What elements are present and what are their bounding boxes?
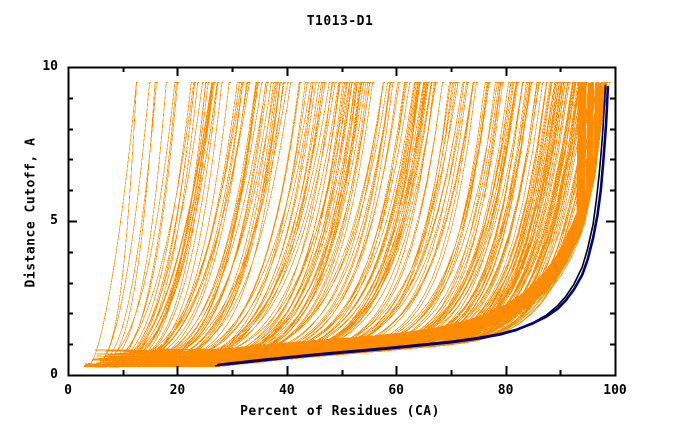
plot-curves — [84, 82, 611, 368]
x-axis-label: Percent of Residues (CA) — [240, 404, 440, 419]
x-tick-label: 0 — [64, 383, 72, 398]
x-tick-label: 60 — [388, 383, 405, 398]
y-tick-label: 5 — [50, 213, 58, 228]
x-tick-label: 80 — [497, 383, 514, 398]
x-tick-label: 40 — [278, 383, 295, 398]
y-axis-label: Distance Cutoff, A — [23, 137, 39, 288]
y-tick-label: 0 — [50, 367, 58, 382]
y-tick-label: 10 — [42, 59, 58, 74]
x-tick-label: 20 — [169, 383, 186, 398]
chart-title: T1013-D1 — [306, 14, 374, 29]
x-tick-label: 100 — [603, 383, 627, 398]
plot-area — [68, 67, 615, 375]
